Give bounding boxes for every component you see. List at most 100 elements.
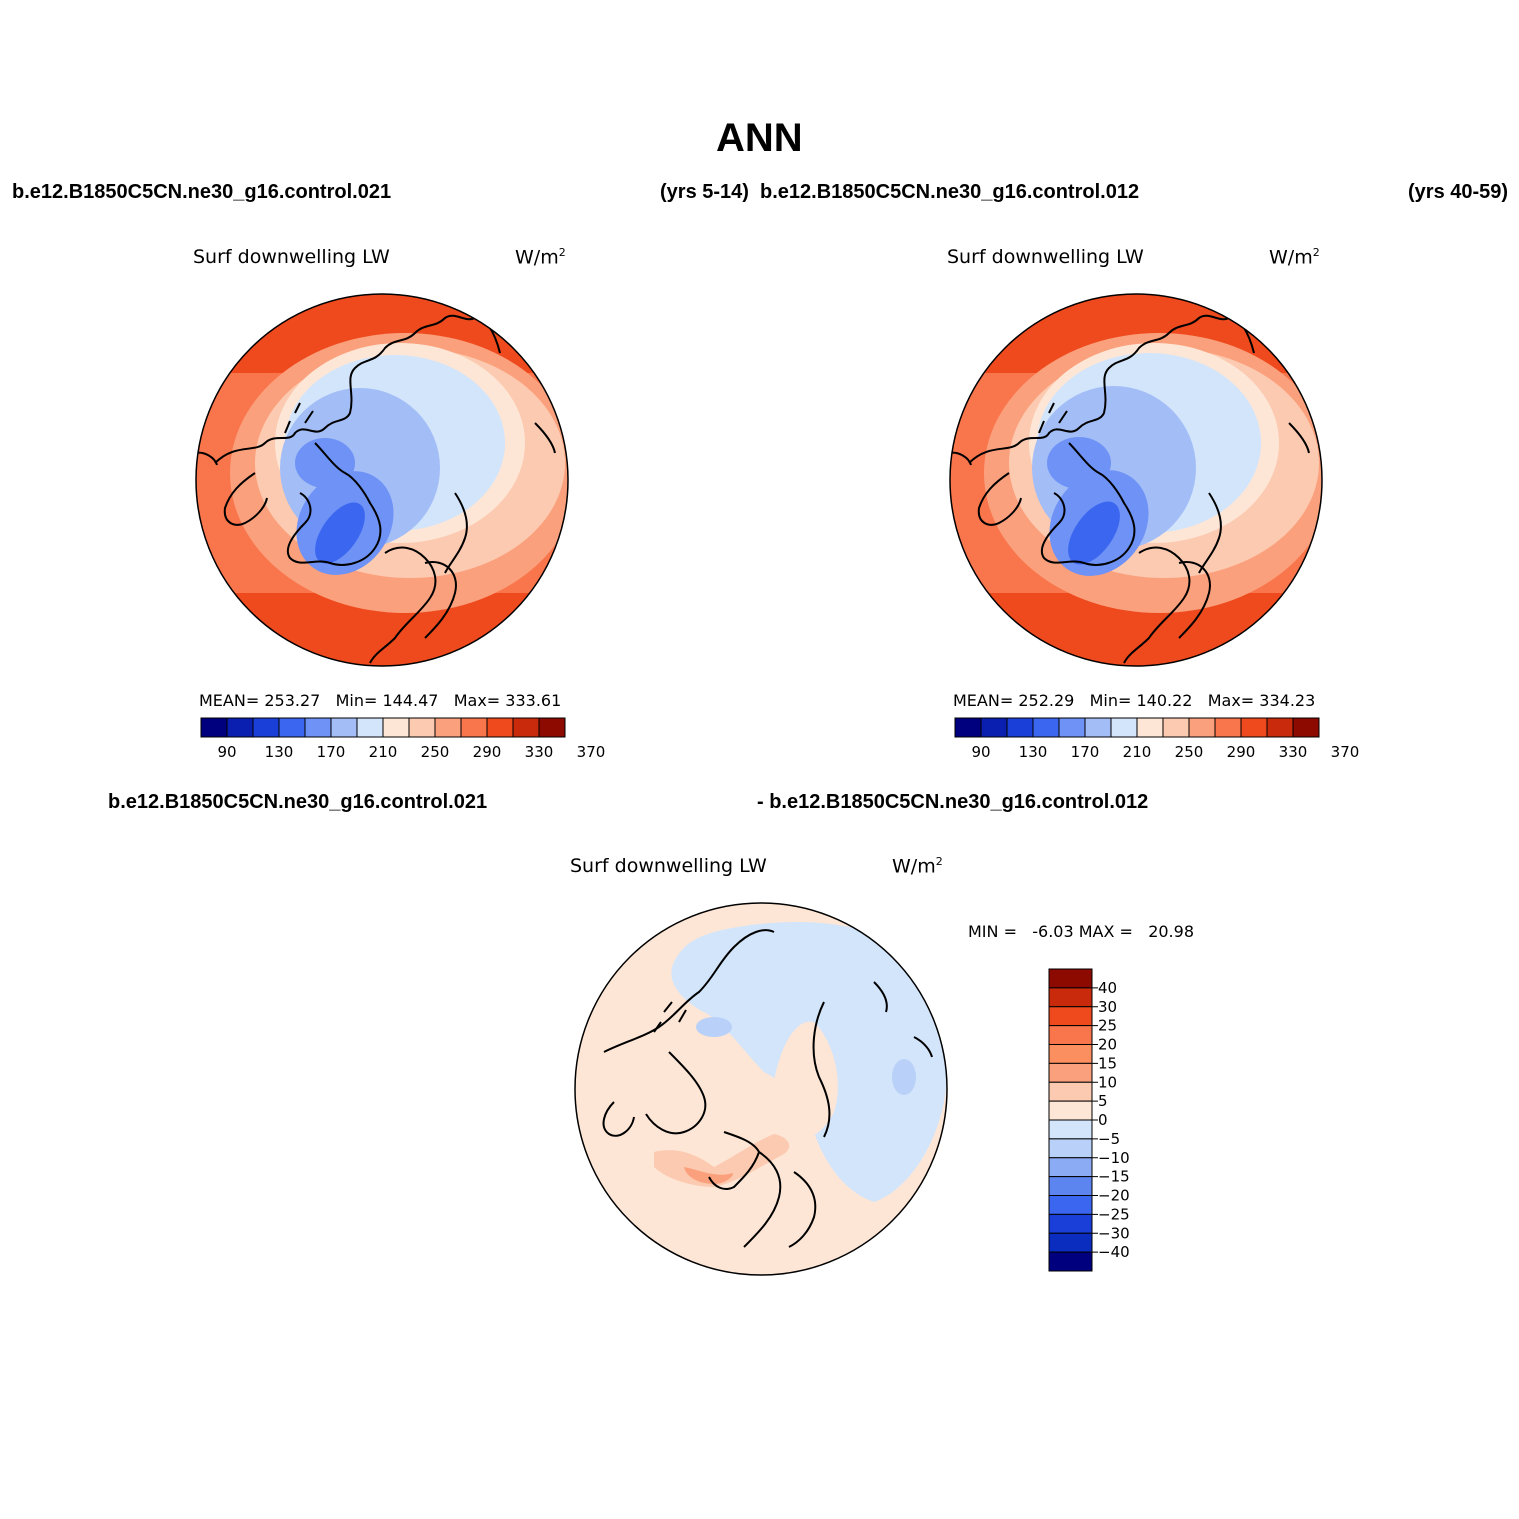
panel1-min-label: Min=: [335, 691, 378, 710]
right-years: (yrs 40-59): [1408, 181, 1509, 203]
colorbar1-tick-label: 330: [525, 743, 554, 761]
colorbar2-tick-label: 330: [1279, 743, 1308, 761]
colorbar2-tick-label: 130: [1019, 743, 1048, 761]
colorbar-diff-swatch: [1048, 1251, 1093, 1272]
colorbar2-tick-label: 170: [1071, 743, 1100, 761]
colorbar2-tick-label: 250: [1175, 743, 1204, 761]
map-panel2: [949, 293, 1323, 667]
colorbar-diff-tick-label: −10: [1098, 1149, 1130, 1167]
colorbar-diff-swatch: [1048, 1213, 1093, 1234]
colorbar1-swatch: [252, 717, 280, 738]
colorbar-diff-swatch: [1048, 1062, 1093, 1083]
colorbar-diff-tick-label: 40: [1098, 979, 1117, 997]
panel2-max-label: Max=: [1207, 691, 1255, 710]
colorbar1-swatch: [486, 717, 514, 738]
panel2-stats: MEAN= 252.29 Min= 140.22 Max= 334.23: [953, 691, 1315, 710]
colorbar-diff-swatch: [1048, 1176, 1093, 1196]
colorbar-diff-swatch: [1048, 1006, 1093, 1027]
colorbar-diff-swatch: [1048, 968, 1093, 989]
diff-case-b: - b.e12.B1850C5CN.ne30_g16.control.012: [757, 791, 1149, 813]
panel2-units: W/m2: [1269, 246, 1320, 268]
colorbar1-swatch: [356, 717, 384, 738]
field-cold-core: [315, 502, 365, 564]
panel1-max-label: Max=: [453, 691, 501, 710]
colorbar2-swatch: [1214, 717, 1242, 738]
colorbar-diff-tick-label: −30: [1098, 1224, 1130, 1242]
panel1-units-sup: 2: [558, 246, 566, 259]
colorbar2-tick-label: 370: [1331, 743, 1360, 761]
colorbar-diff-swatch: [1048, 1157, 1093, 1178]
map1-border: [195, 293, 569, 667]
colorbar-diff-tick-label: 30: [1098, 998, 1117, 1016]
colorbar-diff-tick-label: 10: [1098, 1073, 1117, 1091]
colorbar2-swatch: [1240, 717, 1268, 738]
colorbar1-tick-label: 90: [217, 743, 236, 761]
main-title: ANN: [716, 116, 803, 160]
diff-units-sup: 2: [935, 855, 943, 868]
colorbar2-swatch: [980, 717, 1008, 738]
panel2-units-sup: 2: [1312, 246, 1320, 259]
colorbar2-swatch: [1006, 717, 1034, 738]
colorbar2-tick-label: 210: [1123, 743, 1152, 761]
panel2-mean-label: MEAN=: [953, 691, 1014, 710]
map-panel1: [195, 293, 569, 667]
colorbar1-tick-label: 290: [473, 743, 502, 761]
colorbar1-swatch: [382, 717, 410, 738]
panel1-units: W/m2: [515, 246, 566, 268]
colorbar1-swatch: [304, 717, 332, 738]
colorbar2-swatch: [1032, 717, 1060, 738]
colorbar-diff-swatch: [1048, 1025, 1093, 1045]
colorbar1-swatch: [226, 717, 254, 738]
coastlines: [196, 314, 556, 664]
diff-units-base: W/m: [892, 855, 936, 878]
colorbar-diff-tick-label: 5: [1098, 1092, 1108, 1110]
right-case-name: b.e12.B1850C5CN.ne30_g16.control.012: [760, 181, 1140, 203]
colorbar1-swatch: [200, 717, 228, 738]
panel2-mean: 252.29: [1018, 691, 1075, 710]
diff-units: W/m2: [892, 855, 943, 877]
colorbar1-swatch: [538, 717, 566, 738]
colorbar-diff-swatch: [1048, 987, 1093, 1008]
panel1-mean-label: MEAN=: [199, 691, 260, 710]
colorbar1-swatch: [408, 717, 436, 738]
colorbar1-tick-label: 130: [265, 743, 294, 761]
panel1-max: 333.61: [505, 691, 562, 710]
panel1-min: 144.47: [382, 691, 439, 710]
colorbar-diff-swatch: [1048, 1232, 1093, 1253]
colorbar2-swatch: [1084, 717, 1112, 738]
panel2-units-base: W/m: [1269, 246, 1313, 269]
colorbar-diff-tick-label: −20: [1098, 1187, 1130, 1205]
colorbar-diff-tick-label: −5: [1098, 1130, 1120, 1148]
diff-case-a: b.e12.B1850C5CN.ne30_g16.control.021: [108, 791, 488, 813]
colorbar1-tick-label: 210: [369, 743, 398, 761]
colorbar-diff-swatch: [1048, 1119, 1093, 1140]
colorbar1-swatch: [460, 717, 488, 738]
colorbar2-swatch: [1188, 717, 1216, 738]
colorbar2-swatch: [1110, 717, 1138, 738]
colorbar1-swatch: [278, 717, 306, 738]
panel1-variable: Surf downwelling LW: [193, 246, 390, 268]
diff-minmax: MIN = -6.03 MAX = 20.98: [968, 922, 1194, 941]
colorbar-diff-tick-label: −40: [1098, 1243, 1130, 1261]
colorbar2-swatch: [1058, 717, 1086, 738]
colorbar1-swatch: [512, 717, 540, 738]
colorbar-panel1: 90 130 170 210 250 290 330 370: [200, 717, 605, 761]
colorbar1-tick-label: 250: [421, 743, 450, 761]
panel1-mean: 253.27: [264, 691, 321, 710]
colorbar-diff-tick-label: 15: [1098, 1054, 1117, 1072]
colorbar-diff-swatch: [1048, 1044, 1093, 1064]
colorbar2-tick-label: 290: [1227, 743, 1256, 761]
colorbar1-swatch: [330, 717, 358, 738]
colorbar2-swatch: [1162, 717, 1190, 738]
panel1-units-base: W/m: [515, 246, 559, 269]
left-case-name: b.e12.B1850C5CN.ne30_g16.control.021: [12, 181, 392, 203]
field-cool-ne: [295, 438, 355, 488]
map-diff: [574, 902, 948, 1276]
colorbar-diff-swatch: [1048, 1081, 1093, 1102]
colorbar-diff-tick-label: 25: [1098, 1017, 1117, 1035]
diff-variable: Surf downwelling LW: [570, 855, 767, 877]
colorbar-diff-tick-label: 20: [1098, 1036, 1117, 1054]
colorbar1-tick-label: 370: [577, 743, 606, 761]
colorbar-diff-swatch: [1048, 1195, 1093, 1215]
